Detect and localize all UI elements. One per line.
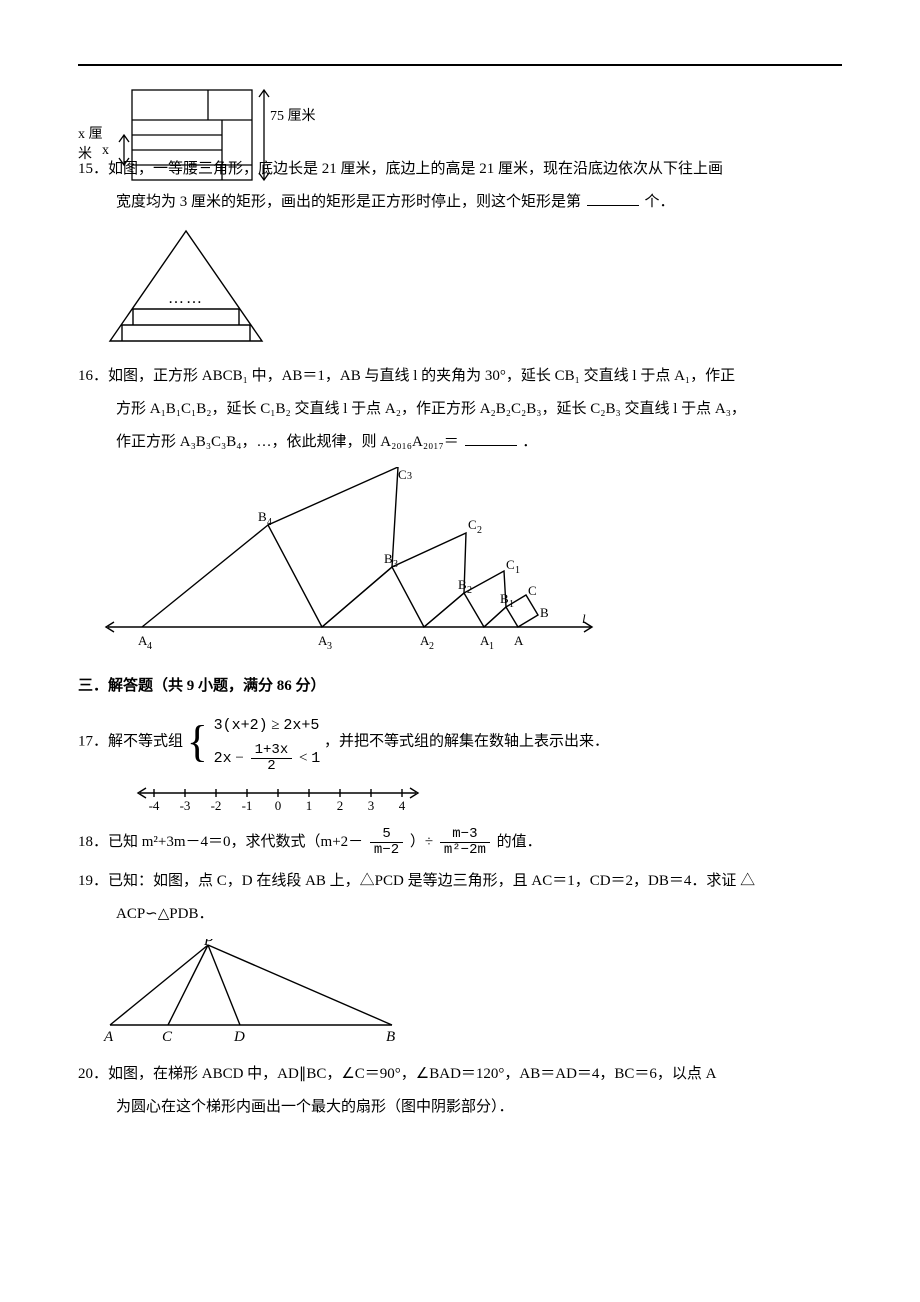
svg-text:-2: -2	[211, 798, 222, 813]
q17-r1a: 3(x+2)	[214, 717, 268, 734]
svg-text:C: C	[398, 467, 407, 482]
figure-q19: A C D B P	[102, 939, 842, 1050]
fig14-left-label-text: x 厘米	[78, 123, 108, 163]
brace-icon: {	[187, 720, 208, 764]
svg-text:-1: -1	[242, 798, 253, 813]
svg-text:D: D	[233, 1029, 245, 1045]
question-19: 19．已知：如图，点 C，D 在线段 AB 上，△PCD 是等边三角形，且 AC…	[78, 865, 842, 931]
question-16: 16．如图，正方形 ABCB₁ 中，AB＝1，AB 与直线 l 的夹角为 30°…	[78, 360, 842, 459]
svg-text:0: 0	[275, 798, 282, 813]
q17-r2b: 1	[311, 750, 320, 767]
q17-r2minus: −	[235, 750, 243, 766]
question-15: 15．如图，一等腰三角形，底边长是 21 厘米，底边上的高是 21 厘米，现在沿…	[78, 153, 842, 219]
svg-text:B: B	[458, 577, 467, 592]
q17-frac: 1+3x 2	[251, 743, 293, 775]
svg-text:B: B	[540, 605, 549, 620]
q17-frac-den: 2	[251, 759, 293, 774]
q17-r2op: <	[299, 750, 307, 766]
q20-line1: 20．如图，在梯形 ABCD 中，AD∥BC，∠C＝90°，∠BAD＝120°，…	[78, 1066, 717, 1082]
q18-f2n: m−3	[440, 827, 490, 843]
svg-text:2: 2	[477, 525, 482, 536]
svg-text:2: 2	[467, 585, 472, 596]
q17-tail: ，并把不等式组的解集在数轴上表示出来．	[324, 733, 609, 749]
q19-line1: 19．已知：如图，点 C，D 在线段 AB 上，△PCD 是等边三角形，且 AC…	[78, 873, 755, 889]
svg-text:A: A	[514, 633, 524, 648]
svg-text:P: P	[203, 939, 213, 949]
q15-blank	[587, 191, 639, 206]
svg-text:B: B	[500, 591, 509, 606]
q15-line2a: 宽度均为 3 厘米的矩形，画出的矩形是正方形时停止，则这个矩形是第	[116, 194, 581, 210]
fig16-svg: A4 A3 A2 A1 A l B C B1 C1 B2 C2 B3 C3 B4	[102, 467, 602, 657]
q18-lead: 18．已知 m²+3m－4＝0，求代数式（m+2－	[78, 834, 363, 850]
svg-text:B: B	[386, 1029, 395, 1045]
question-18: 18．已知 m²+3m－4＝0，求代数式（m+2－ 5 m−2 ）÷ m−3 m…	[78, 826, 842, 859]
svg-text:2: 2	[429, 641, 434, 652]
fig14-right-label-text: 75 厘米	[270, 105, 330, 125]
svg-text:C: C	[506, 557, 515, 572]
svg-text:3: 3	[368, 798, 375, 813]
svg-text:C: C	[162, 1029, 173, 1045]
q18-f1n: 5	[370, 827, 403, 843]
q16-blank	[465, 431, 517, 446]
page: x x 厘米 75 厘米 15．如图，一等腰三角形，底边长是 21 厘米，底边上…	[0, 0, 920, 1302]
q17-frac-num: 1+3x	[251, 743, 293, 759]
q17-r2a: 2x	[214, 750, 232, 767]
svg-text:4: 4	[399, 798, 406, 813]
figure-q15: ……	[102, 227, 842, 352]
question-17: 17．解不等式组 { 3(x+2) ≥ 2x+5 2x − 1+3x 2 < 1…	[78, 709, 842, 775]
svg-text:C: C	[528, 583, 537, 598]
svg-text:3: 3	[393, 559, 398, 570]
q17-lead: 17．解不等式组	[78, 733, 183, 749]
svg-text:B: B	[258, 509, 267, 524]
svg-text:-3: -3	[180, 798, 191, 813]
q18-f1d: m−2	[370, 843, 403, 858]
q18-frac2: m−3 m²−2m	[440, 827, 490, 859]
fig15-svg: ……	[102, 227, 272, 347]
q18-f2d: m²−2m	[440, 843, 490, 858]
svg-text:l: l	[582, 611, 586, 626]
q17-system: 3(x+2) ≥ 2x+5 2x − 1+3x 2 < 1	[214, 709, 321, 775]
q16-line3b: ．	[522, 434, 537, 450]
q17-r1b: 2x+5	[283, 717, 319, 734]
q18-tail: 的值．	[497, 834, 542, 850]
figure-numberline: -4 -3 -2 -1 0 1 2 3 4	[134, 783, 842, 818]
section-3-head: 三．解答题（共 9 小题，满分 86 分）	[78, 670, 842, 703]
numline-svg: -4 -3 -2 -1 0 1 2 3 4	[134, 783, 424, 813]
svg-text:1: 1	[306, 798, 313, 813]
q18-mid: ）÷	[410, 834, 433, 850]
svg-text:4: 4	[267, 517, 272, 528]
q16-line3a: 作正方形 A₃B₃C₃B₄，…，依此规律，则 A₂₀₁₆A₂₀₁₇＝	[116, 434, 459, 450]
svg-text:B: B	[384, 551, 393, 566]
fig19-svg: A C D B P	[102, 939, 412, 1045]
svg-text:C: C	[468, 517, 477, 532]
q16-line2: 方形 A₁B₁C₁B₂，延长 C₁B₂ 交直线 l 于点 A₂，作正方形 A₂B…	[78, 393, 842, 426]
q17-r1op: ≥	[271, 717, 279, 733]
svg-text:-4: -4	[149, 798, 160, 813]
svg-text:1: 1	[509, 599, 514, 610]
fig15-dots: ……	[168, 290, 204, 307]
q20-line2: 为圆心在这个梯形内画出一个最大的扇形（图中阴影部分）．	[78, 1091, 842, 1124]
svg-text:4: 4	[147, 641, 152, 652]
svg-text:1: 1	[515, 565, 520, 576]
svg-text:2: 2	[337, 798, 344, 813]
q15-line1: 15．如图，一等腰三角形，底边长是 21 厘米，底边上的高是 21 厘米，现在沿…	[78, 161, 723, 177]
figure-q16: A4 A3 A2 A1 A l B C B1 C1 B2 C2 B3 C3 B4	[102, 467, 842, 662]
q18-frac1: 5 m−2	[370, 827, 403, 859]
top-rule	[78, 64, 842, 66]
fig16-labels: A4 A3 A2 A1 A l B C B1 C1 B2 C2 B3 C3 B4	[138, 467, 586, 652]
svg-text:3: 3	[327, 641, 332, 652]
q19-line2: ACP∽△PDB．	[78, 898, 842, 931]
question-20: 20．如图，在梯形 ABCD 中，AD∥BC，∠C＝90°，∠BAD＝120°，…	[78, 1058, 842, 1124]
q15-line2b: 个．	[645, 194, 675, 210]
svg-text:1: 1	[489, 641, 494, 652]
svg-text:3: 3	[407, 471, 412, 482]
q16-line1: 16．如图，正方形 ABCB₁ 中，AB＝1，AB 与直线 l 的夹角为 30°…	[78, 368, 735, 384]
svg-text:A: A	[103, 1029, 114, 1045]
